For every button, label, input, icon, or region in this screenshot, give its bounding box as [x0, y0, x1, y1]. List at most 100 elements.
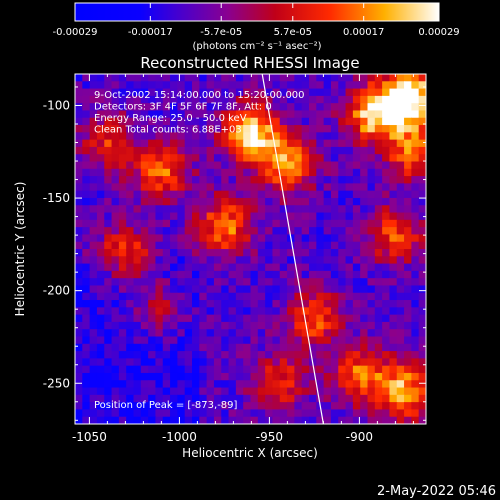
heatmap-cell: [382, 263, 391, 272]
heatmap-cell: [111, 176, 120, 184]
heatmap-cell: [170, 168, 178, 177]
heatmap-cell: [287, 227, 295, 236]
heatmap-cell: [294, 263, 303, 272]
heatmap-cell: [104, 219, 113, 228]
heatmap-cell: [411, 212, 420, 221]
heatmap-cell: [272, 256, 281, 265]
heatmap-cell: [250, 278, 259, 287]
heatmap-cell: [338, 416, 347, 424]
heatmap-cell: [382, 154, 391, 163]
heatmap-cell: [213, 88, 222, 97]
heatmap-cell: [294, 88, 303, 97]
heatmap-cell: [162, 176, 171, 184]
heatmap-cell: [184, 263, 193, 272]
heatmap-cell: [272, 190, 281, 199]
heatmap-cell: [301, 263, 310, 272]
heatmap-cell: [118, 314, 127, 323]
heatmap-cell: [235, 154, 244, 163]
heatmap-cell: [345, 183, 354, 192]
heatmap-cell: [382, 416, 391, 424]
heatmap-cell: [265, 219, 274, 228]
heatmap-cell: [118, 292, 127, 301]
heatmap-cell: [213, 212, 222, 221]
heatmap-cell: [338, 394, 347, 403]
heatmap-cell: [367, 307, 376, 316]
heatmap-cell: [213, 132, 222, 141]
heatmap-cell: [184, 292, 193, 301]
heatmap-cell: [221, 241, 230, 250]
heatmap-cell: [367, 387, 376, 396]
heatmap-cell: [345, 154, 354, 163]
heatmap-cell: [374, 300, 383, 308]
heatmap-cell: [177, 161, 186, 170]
heatmap-cell: [287, 380, 295, 389]
heatmap-cell: [170, 307, 178, 316]
heatmap-cell: [250, 190, 259, 199]
heatmap-cell: [184, 183, 193, 192]
heatmap-cell: [309, 321, 317, 330]
heatmap-cell: [140, 307, 149, 316]
heatmap-cell: [272, 88, 281, 97]
heatmap-cell: [155, 227, 164, 236]
heatmap-cell: [140, 314, 149, 323]
heatmap-cell: [396, 270, 405, 279]
heatmap-cell: [221, 372, 230, 381]
heatmap-cell: [309, 278, 317, 287]
heatmap-cell: [396, 300, 405, 308]
heatmap-cell: [133, 270, 142, 279]
heatmap-cell: [330, 365, 339, 374]
heatmap-cell: [345, 365, 354, 374]
heatmap-cell: [338, 329, 347, 338]
heatmap-cell: [133, 74, 142, 82]
heatmap-cell: [352, 212, 361, 221]
heatmap-cell: [75, 139, 83, 148]
heatmap-cell: [338, 88, 347, 97]
heatmap-cell: [140, 146, 149, 155]
heatmap-cell: [111, 234, 120, 243]
heatmap-cell: [345, 190, 354, 199]
heatmap-cell: [396, 81, 405, 90]
heatmap-cell: [184, 103, 193, 112]
heatmap-cell: [235, 292, 244, 301]
heatmap-cell: [235, 110, 244, 119]
heatmap-cell: [418, 249, 426, 257]
heatmap-cell: [330, 197, 339, 206]
heatmap-cell: [199, 146, 208, 155]
heatmap-cell: [257, 292, 266, 301]
heatmap-cell: [265, 176, 274, 184]
heatmap-cell: [96, 234, 105, 243]
heatmap-cell: [382, 219, 391, 228]
heatmap-cell: [89, 351, 98, 359]
heatmap-cell: [170, 95, 178, 104]
heatmap-cell: [133, 110, 142, 119]
heatmap-cell: [396, 307, 405, 316]
heatmap-cell: [96, 380, 105, 389]
heatmap-cell: [82, 365, 91, 374]
heatmap-cell: [396, 132, 405, 141]
heatmap-cell: [133, 321, 142, 330]
heatmap-cell: [418, 146, 426, 155]
heatmap-cell: [411, 74, 420, 82]
heatmap-cell: [199, 336, 208, 345]
heatmap-cell: [396, 402, 405, 411]
heatmap-cell: [265, 270, 274, 279]
heatmap-cell: [382, 409, 391, 418]
heatmap-cell: [301, 88, 310, 97]
heatmap-cell: [192, 219, 200, 228]
heatmap-cell: [323, 270, 332, 279]
heatmap-cell: [352, 146, 361, 155]
heatmap-cell: [82, 329, 91, 338]
colorbar-units: (photons cm⁻² s⁻¹ asec⁻²): [192, 41, 321, 52]
heatmap-cell: [111, 95, 120, 104]
heatmap-cell: [396, 117, 405, 126]
heatmap-cell: [389, 314, 398, 323]
heatmap-cell: [133, 372, 142, 381]
heatmap-cell: [345, 161, 354, 170]
heatmap-cell: [338, 154, 347, 163]
heatmap-cell: [272, 146, 281, 155]
heatmap-cell: [148, 270, 157, 279]
heatmap-cell: [155, 205, 164, 214]
heatmap-cell: [367, 117, 376, 126]
heatmap-cell: [382, 394, 391, 403]
heatmap-cell: [250, 205, 259, 214]
